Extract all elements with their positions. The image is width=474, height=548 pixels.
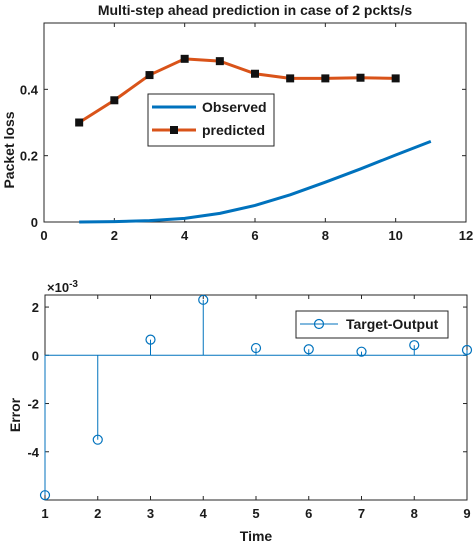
stem-marker [461, 344, 473, 356]
bottom-xtick-label: 5 [252, 506, 259, 521]
bottom-exponent-label: ×10-3 [47, 279, 78, 295]
stem-marker [303, 344, 314, 355]
bottom-ytick-label: -2 [27, 397, 39, 412]
top-chart: Multi-step ahead prediction in case of 2… [1, 2, 473, 243]
top-xtick-label: 0 [40, 228, 47, 243]
top-series-layer [75, 54, 432, 224]
top-xtick-label: 8 [322, 228, 329, 243]
bottom-xtick-label: 7 [358, 506, 365, 521]
bottom-ylabel: Error [7, 397, 23, 432]
stem-marker [92, 434, 103, 445]
bottom-chart: 1 2 3 4 5 6 7 8 9 -4 -2 0 2 Time Error ×10-3 Target-… [7, 279, 473, 544]
top-data-point [321, 74, 330, 83]
top-data-point [251, 69, 259, 78]
top-legend-box [147, 93, 275, 147]
top-data-point [391, 74, 400, 83]
top-series-line-predicted [78, 57, 396, 124]
top-data-point [215, 57, 224, 66]
top-chart-title: Multi-step ahead prediction in case of 2… [98, 2, 413, 18]
bottom-xlabel: Time [240, 528, 273, 544]
legend-predicted-marker [170, 126, 178, 134]
top-ytick-label: 0.4 [20, 82, 39, 97]
top-data-point [145, 71, 154, 80]
bottom-series-layer [39, 294, 473, 501]
bottom-ytick-label: -4 [27, 445, 39, 460]
top-ytick-label: 0.2 [20, 149, 38, 164]
top-series-line-observed [79, 140, 432, 224]
bottom-ytick-label: 2 [32, 300, 39, 315]
bottom-legend: Target-Output [295, 310, 449, 339]
bottom-xtick-label: 3 [147, 506, 154, 521]
bottom-ticks: 1 2 3 4 5 6 7 8 9 -4 -2 0 2 [27, 295, 471, 521]
top-xtick-label: 12 [459, 228, 473, 243]
bottom-xtick-label: 4 [200, 506, 208, 521]
bottom-xtick-label: 6 [305, 506, 312, 521]
stem-marker [198, 294, 209, 305]
top-data-point [356, 73, 365, 82]
top-ylabel: Packet loss [1, 111, 17, 188]
stem-marker [39, 490, 51, 501]
top-xtick-label: 2 [111, 228, 118, 243]
bottom-xtick-label: 9 [463, 506, 470, 521]
stem-marker [409, 340, 420, 351]
bottom-xtick-label: 8 [411, 506, 418, 521]
top-ticks: 0 2 4 6 8 10 12 0 0.2 0.4 [20, 23, 473, 243]
bottom-ytick-label: 0 [32, 348, 39, 363]
stem-marker [356, 346, 367, 357]
bottom-xtick-label: 2 [94, 506, 101, 521]
bottom-xtick-label: 1 [41, 506, 48, 521]
legend-observed-label: Observed [202, 99, 267, 115]
top-legend: Observed predicted [147, 93, 275, 147]
top-data-point [75, 118, 84, 127]
stem-marker [250, 342, 262, 354]
top-xtick-label: 4 [181, 228, 189, 243]
top-data-point [180, 54, 189, 63]
top-xtick-label: 10 [388, 228, 402, 243]
legend-target-output-marker [313, 318, 325, 330]
top-data-point [110, 96, 119, 105]
legend-target-output-label: Target-Output [346, 316, 439, 332]
legend-predicted-label: predicted [202, 122, 265, 138]
top-data-point [286, 74, 295, 83]
top-ytick-label: 0 [31, 215, 38, 230]
stem-marker [145, 334, 156, 345]
top-xtick-label: 6 [251, 228, 258, 243]
